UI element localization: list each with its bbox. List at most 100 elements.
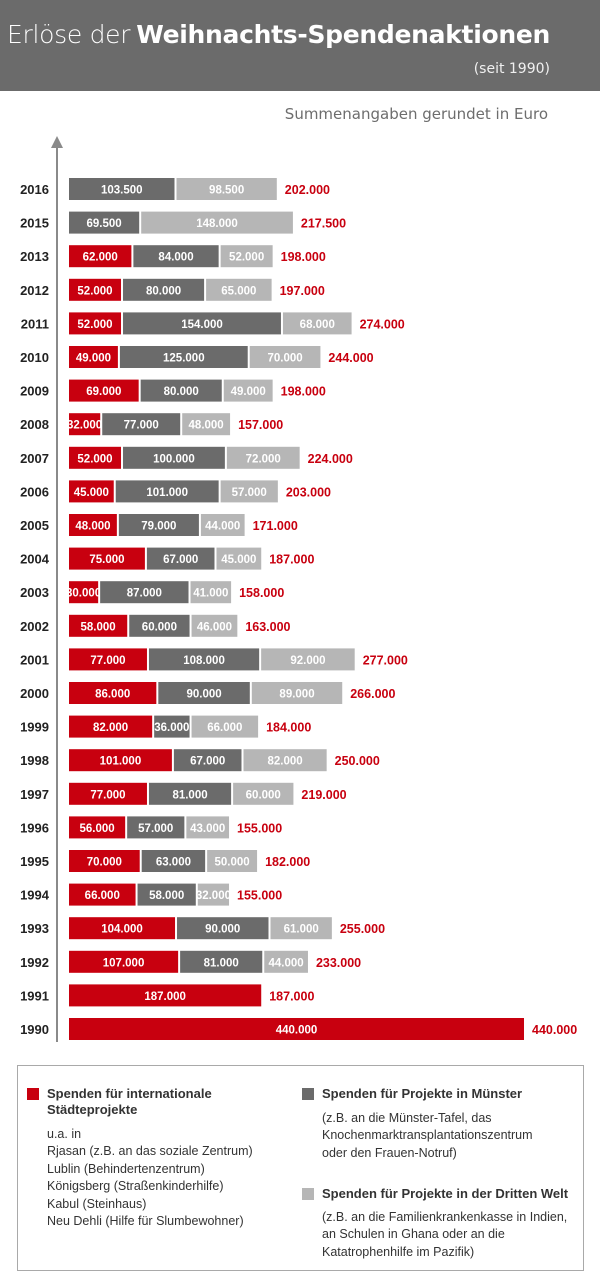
- bar-segment-international: [69, 850, 140, 872]
- bar-segment-dritte-welt: [264, 950, 308, 973]
- total-value-label: 184.000: [266, 721, 311, 735]
- segment-value-label: 52.000: [229, 252, 264, 264]
- bar-segment-dritte-welt: [226, 446, 300, 469]
- title-light: Erlöse der: [7, 20, 131, 49]
- bar-segment-dritte-welt: [261, 648, 355, 671]
- year-label: 2000: [20, 686, 49, 701]
- segment-value-label: 63.000: [156, 857, 191, 869]
- legend-line: oder den Frauen-Notruf): [322, 1145, 457, 1160]
- total-value-label: 187.000: [269, 989, 314, 1003]
- bar-segment-dritte-welt: [220, 245, 273, 268]
- legend-line: Königsberg (Straßenkinderhilfe): [47, 1179, 224, 1194]
- total-value-label: 197.000: [280, 284, 325, 298]
- total-value-label: 255.000: [340, 922, 385, 936]
- total-value-label: 163.000: [245, 620, 290, 634]
- segment-value-label: 32.000: [67, 420, 102, 432]
- segment-value-label: 101.000: [100, 756, 142, 768]
- bar-segment-muenster: [115, 480, 219, 503]
- segment-value-label: 52.000: [77, 319, 112, 331]
- bar-segment-international: [69, 614, 128, 637]
- total-value-label: 440.000: [532, 1023, 577, 1037]
- bar-segment-international: [69, 984, 262, 1007]
- bar-segment-dritte-welt: [176, 178, 277, 200]
- bar-segment-muenster: [119, 346, 248, 368]
- year-label: 2005: [20, 518, 49, 533]
- segment-value-label: 98.500: [209, 185, 244, 197]
- total-value-label: 274.000: [360, 317, 405, 331]
- segment-value-label: 75.000: [89, 554, 124, 566]
- bar-segment-muenster: [69, 211, 140, 234]
- bar-segment-muenster: [140, 379, 222, 402]
- segment-value-label: 81.000: [204, 957, 239, 969]
- segment-value-label: 36.000: [154, 722, 189, 734]
- segment-value-label: 49.000: [76, 353, 111, 365]
- year-label: 2015: [20, 216, 49, 231]
- legend-line: Lublin (Behindertenzentrum): [47, 1161, 205, 1176]
- segment-value-label: 101.000: [146, 487, 188, 499]
- legend-title-dritte-welt: Spenden für Projekte in der Dritten Welt: [322, 1186, 569, 1201]
- segment-value-label: 57.000: [232, 487, 267, 499]
- segment-value-label: 30.000: [66, 588, 101, 600]
- bar-segment-international: [69, 682, 157, 704]
- total-value-label: 157.000: [238, 418, 283, 432]
- bar-segment-dritte-welt: [233, 782, 294, 805]
- year-label: 2011: [21, 316, 49, 331]
- legend-title-muenster: Spenden für Projekte in Münster: [322, 1086, 523, 1101]
- segment-value-label: 60.000: [246, 789, 281, 801]
- bar-segment-muenster: [69, 178, 175, 200]
- bar-segment-dritte-welt: [197, 883, 230, 906]
- segment-value-label: 44.000: [269, 957, 304, 969]
- segment-value-label: 107.000: [103, 957, 145, 969]
- bar-segment-dritte-welt: [282, 312, 352, 335]
- segment-value-label: 67.000: [190, 756, 225, 768]
- bar-segment-muenster: [102, 413, 181, 436]
- total-value-label: 182.000: [265, 855, 310, 869]
- header-banner: Erlöse der Weihnachts-Spendenaktionen (se…: [0, 0, 600, 91]
- legend-line: Kabul (Steinhaus): [47, 1196, 147, 1211]
- legend-swatch-dritte-welt: [302, 1188, 314, 1200]
- bar-segment-dritte-welt: [191, 715, 259, 738]
- total-value-label: 198.000: [281, 250, 326, 264]
- bar-segment-muenster: [129, 614, 190, 637]
- total-value-label: 158.000: [239, 586, 284, 600]
- legend-line: (z.B. an die Familienkrankenkasse in Ind…: [322, 1210, 568, 1224]
- segment-value-label: 79.000: [141, 521, 176, 533]
- segment-value-label: 82.000: [93, 722, 128, 734]
- segment-value-label: 84.000: [158, 252, 193, 264]
- bar-segment-dritte-welt: [220, 480, 278, 503]
- total-value-label: 224.000: [308, 452, 353, 466]
- year-label: 2010: [20, 350, 49, 365]
- total-value-label: 171.000: [253, 519, 298, 533]
- bar-segment-dritte-welt: [206, 278, 272, 301]
- bar-segment-international: [69, 883, 136, 906]
- segment-value-label: 61.000: [284, 924, 319, 936]
- segment-value-label: 125.000: [163, 353, 205, 365]
- bar-segment-international: [69, 480, 114, 503]
- bar-segment-dritte-welt: [182, 413, 231, 436]
- bar-segment-dritte-welt: [223, 379, 273, 402]
- year-label: 2002: [20, 619, 49, 634]
- total-value-label: 277.000: [363, 653, 408, 667]
- year-label: 2012: [20, 283, 49, 298]
- bar-segment-muenster: [154, 715, 190, 738]
- segment-value-label: 58.000: [81, 621, 116, 633]
- bar-segment-muenster: [123, 312, 281, 335]
- legend-line: Knochenmarktransplantationszentrum: [322, 1128, 533, 1143]
- total-value-label: 155.000: [237, 821, 282, 835]
- segment-value-label: 86.000: [95, 689, 130, 701]
- segment-value-label: 77.000: [90, 655, 125, 667]
- legend: Spenden für internationale Städteprojekt…: [17, 1065, 584, 1271]
- segment-value-label: 52.000: [77, 285, 112, 297]
- legend-line: an Schulen in Ghana oder an die: [322, 1227, 505, 1242]
- segment-value-label: 50.000: [215, 857, 250, 869]
- bar-segment-dritte-welt: [270, 917, 332, 940]
- legend-title-international-line2: Städteprojekte: [47, 1102, 138, 1117]
- segment-value-label: 68.000: [300, 319, 335, 331]
- bar-segment-muenster: [180, 950, 263, 973]
- segment-value-label: 62.000: [83, 252, 118, 264]
- bar-segment-international: [69, 346, 118, 368]
- bar-segment-international: [69, 1018, 524, 1040]
- bar-segment-muenster: [118, 514, 199, 536]
- segment-value-label: 104.000: [101, 924, 143, 936]
- bar-segment-international: [69, 917, 176, 940]
